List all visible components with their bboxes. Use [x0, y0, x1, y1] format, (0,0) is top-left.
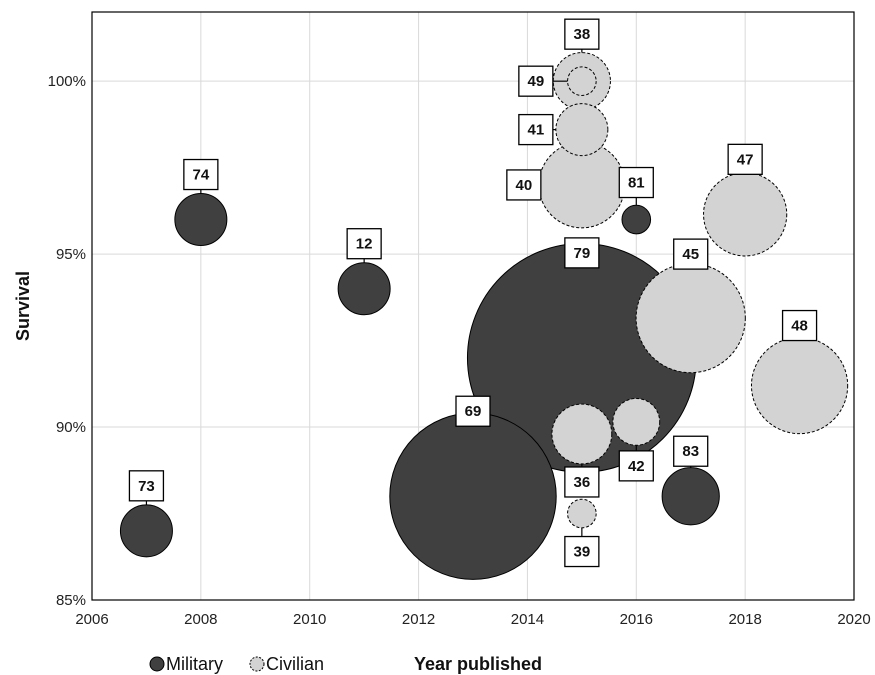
callout-box: [781, 309, 818, 342]
callout-label: 45: [682, 246, 699, 263]
bubble-41: [555, 103, 609, 157]
bubbles: [119, 52, 849, 580]
x-axis-title: Year published: [414, 654, 542, 674]
bubble-36: [551, 403, 613, 465]
bubble-12: [337, 262, 391, 316]
callout-label: 47: [737, 151, 754, 168]
callout-box: [673, 238, 709, 270]
y-tick-label: 100%: [48, 73, 86, 90]
callout-48: 48: [781, 309, 818, 342]
x-tick-label: 2010: [293, 611, 326, 628]
x-tick-label: 2012: [402, 611, 435, 628]
plot-frame: [91, 11, 855, 601]
callout-box: [518, 65, 554, 97]
callout-box: [618, 166, 654, 199]
callout-39: 39: [564, 527, 600, 568]
x-tick-label: 2008: [184, 611, 217, 628]
bubble-48: [750, 336, 849, 435]
callout-label: 81: [628, 175, 645, 192]
callout-label: 38: [574, 26, 591, 43]
callout-labels: 73 74 12 69 79 81 83 38 49 41 40 47 45 48 36 42 39: [128, 18, 818, 568]
bubble-83: [661, 467, 720, 526]
callout-box: [455, 395, 491, 427]
legend-military-marker: [149, 656, 165, 672]
callout-74: 74: [183, 158, 219, 194]
callout-label: 73: [138, 478, 155, 495]
callout-box: [128, 470, 165, 502]
callout-label: 83: [682, 443, 699, 460]
callout-45: 45: [673, 238, 709, 270]
callout-41: 41: [518, 113, 556, 146]
callout-box: [564, 535, 600, 568]
bubble-74: [174, 193, 228, 247]
callout-box: [564, 18, 600, 50]
callout-box: [183, 158, 219, 191]
callout-label: 41: [528, 122, 545, 139]
callout-box: [564, 466, 600, 498]
x-tick-label: 2014: [511, 611, 544, 628]
callout-box: [727, 143, 763, 175]
y-tick-label: 85%: [56, 592, 86, 609]
callout-label: 12: [356, 236, 373, 253]
callout-box: [564, 237, 600, 269]
bubble-45: [635, 263, 746, 374]
legend: Military Civilian: [149, 654, 324, 674]
callout-label: 74: [193, 167, 210, 184]
callout-box: [346, 228, 382, 260]
x-tick-label: 2006: [75, 611, 108, 628]
x-tick-label: 2016: [620, 611, 653, 628]
callout-box: [618, 450, 654, 482]
callout-label: 39: [574, 544, 591, 561]
y-tick-label: 90%: [56, 419, 86, 436]
callout-42: 42: [618, 445, 654, 482]
bubble-39: [567, 498, 597, 529]
callout-label: 48: [791, 318, 808, 335]
axis-tick-labels: 2006 2008 2010 2012 2014 2016 2018 2020 85% 90% 95…: [48, 73, 871, 628]
callout-12: 12: [346, 228, 382, 263]
callout-box: [518, 113, 554, 146]
bubble-81: [621, 204, 652, 235]
callout-36: 36: [564, 463, 600, 498]
bubble-49: [567, 66, 597, 96]
callout-83: 83: [673, 435, 709, 468]
callout-69: 69: [455, 395, 491, 427]
bubble-69: [389, 412, 557, 580]
bubble-73: [119, 504, 173, 558]
callout-73: 73: [128, 470, 165, 505]
callout-box: [506, 169, 542, 201]
callout-box: [673, 435, 709, 467]
callout-label: 36: [574, 474, 591, 491]
callout-49: 49: [518, 65, 568, 97]
callout-label: 40: [516, 177, 533, 194]
legend-civilian-label: Civilian: [266, 654, 324, 674]
legend-civilian-marker: [249, 656, 265, 672]
y-axis-title: Survival: [13, 271, 33, 341]
callout-47: 47: [727, 143, 763, 175]
callout-label: 49: [528, 73, 545, 90]
bubble-42: [612, 397, 661, 446]
legend-military-label: Military: [166, 654, 223, 674]
callout-40: 40: [506, 169, 542, 201]
callout-38: 38: [564, 18, 600, 53]
callout-79: 79: [564, 237, 600, 269]
y-tick-label: 95%: [56, 246, 86, 263]
callout-81: 81: [618, 166, 654, 206]
callout-label: 42: [628, 458, 645, 475]
callout-label: 69: [465, 403, 482, 420]
callout-label: 79: [574, 245, 591, 262]
x-tick-label: 2020: [837, 611, 870, 628]
x-tick-label: 2018: [728, 611, 761, 628]
bubble-47: [703, 172, 788, 257]
